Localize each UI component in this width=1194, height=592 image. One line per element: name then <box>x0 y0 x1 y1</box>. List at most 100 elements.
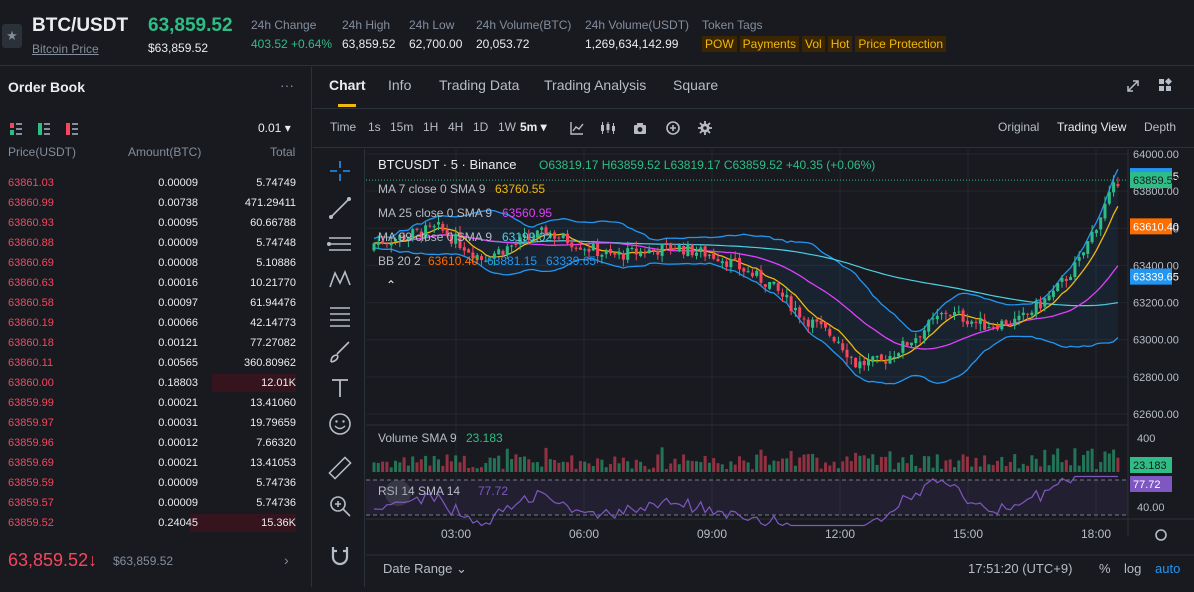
ask-row[interactable]: 63860.93 0.00095 60.66788 <box>0 213 312 233</box>
ask-row[interactable]: 63860.69 0.00008 5.10886 <box>0 253 312 273</box>
ask-amount: 0.00095 <box>158 217 198 229</box>
expand-icon[interactable] <box>1126 79 1140 93</box>
volume-bar <box>677 464 681 472</box>
candle-body <box>957 311 961 313</box>
tab-chart[interactable]: Chart <box>329 77 366 93</box>
market-header: ★ BTC/USDT Bitcoin Price 63,859.52 $63,8… <box>0 0 1194 66</box>
ask-row[interactable]: 63860.58 0.00097 61.94476 <box>0 293 312 313</box>
settings-gear-icon[interactable] <box>698 121 712 135</box>
volume-bar <box>1116 457 1120 472</box>
magnet-icon[interactable] <box>327 543 353 569</box>
view-original[interactable]: Original <box>998 120 1040 134</box>
ask-row[interactable]: 63860.00 0.18803 12.01K <box>0 373 312 393</box>
chart-tabs: Chart Info Trading Data Trading Analysis… <box>313 67 1194 109</box>
candle-body <box>836 341 840 343</box>
candle-body <box>389 243 393 246</box>
price-axis-tick: 63000.00 <box>1133 335 1179 347</box>
candle-body <box>394 238 397 242</box>
chart-clock: 17:51:20 (UTC+9) <box>968 561 1072 576</box>
ask-row[interactable]: 63859.57 0.00009 5.74736 <box>0 493 312 513</box>
layout-grid-icon[interactable] <box>1158 78 1172 92</box>
ask-row[interactable]: 63859.69 0.00021 13.41053 <box>0 453 312 473</box>
ask-row[interactable]: 63859.59 0.00009 5.74736 <box>0 473 312 493</box>
candle-body <box>918 336 922 338</box>
interval-select[interactable]: 5m ▾ <box>520 120 547 134</box>
horizontal-lines-icon[interactable] <box>327 231 353 257</box>
candle-body <box>566 233 569 244</box>
volume-bar <box>394 460 397 472</box>
tag-payments[interactable]: Payments <box>739 36 800 52</box>
volume-bar <box>514 454 518 472</box>
candle-body <box>381 241 385 244</box>
indicator-chart-icon[interactable] <box>570 121 584 135</box>
ask-amount: 0.00021 <box>158 457 198 469</box>
ask-row[interactable]: 63860.88 0.00009 5.74748 <box>0 233 312 253</box>
ask-row[interactable]: 63859.96 0.00012 7.66320 <box>0 433 312 453</box>
camera-icon[interactable] <box>633 121 647 135</box>
order-book-last-price[interactable]: 63,859.52↓ <box>8 550 97 571</box>
ruler-icon[interactable] <box>327 455 353 481</box>
favorite-star-icon[interactable]: ★ <box>2 24 22 48</box>
pattern-icon[interactable] <box>327 267 353 293</box>
pair-subtitle-link[interactable]: Bitcoin Price <box>32 42 99 56</box>
view-depth[interactable]: Depth <box>1144 120 1177 134</box>
tick-size-select[interactable]: 0.01 ▾ <box>258 121 291 135</box>
book-both-sides-icon[interactable] <box>10 123 22 135</box>
crosshair-icon[interactable] <box>327 158 353 184</box>
volume-bar <box>652 467 655 472</box>
price-chart[interactable]: BTCUSDT · 5 · Binance O63819.17 H63859.52… <box>362 149 1194 587</box>
ask-total: 5.10886 <box>256 257 296 269</box>
more-options-icon[interactable]: ··· <box>280 77 294 93</box>
order-book-title: Order Book <box>8 79 86 95</box>
emoji-icon[interactable] <box>327 411 353 437</box>
ask-row[interactable]: 63859.52 0.24045 15.36K <box>0 513 312 533</box>
ask-row[interactable]: 63861.03 0.00009 5.74749 <box>0 173 312 193</box>
fib-retracement-icon[interactable] <box>327 303 353 329</box>
interval-1d[interactable]: 1D <box>473 120 489 134</box>
ask-row[interactable]: 63859.99 0.00021 13.41060 <box>0 393 312 413</box>
ask-row[interactable]: 63860.11 0.00565 360.80962 <box>0 353 312 373</box>
ask-price: 63859.96 <box>8 437 54 449</box>
chevron-right-icon[interactable]: › <box>284 552 289 568</box>
zoom-in-icon[interactable] <box>327 493 353 519</box>
ask-row[interactable]: 63860.19 0.00066 42.14773 <box>0 313 312 333</box>
add-indicator-icon[interactable] <box>666 121 680 135</box>
tag-hot[interactable]: Hot <box>827 36 853 52</box>
volume-bar <box>849 461 853 472</box>
candle-body <box>1056 283 1060 292</box>
volume-bar <box>1013 454 1017 472</box>
chart-settings-icon[interactable] <box>1155 529 1167 541</box>
brush-icon[interactable] <box>327 339 353 365</box>
interval-15m[interactable]: 15m <box>390 120 414 134</box>
ask-row[interactable]: 63859.97 0.00031 19.79659 <box>0 413 312 433</box>
text-tool-icon[interactable] <box>327 375 353 401</box>
tag-pow[interactable]: POW <box>702 36 737 52</box>
interval-1s[interactable]: 1s <box>368 120 381 134</box>
interval-1w[interactable]: 1W <box>498 120 516 134</box>
candle-type-icon[interactable] <box>600 121 616 135</box>
candle-body <box>540 227 544 230</box>
tag-price-protection[interactable]: Price Protection <box>855 36 947 52</box>
candle-body <box>492 253 496 259</box>
pair-name[interactable]: BTC/USDT <box>32 15 129 36</box>
volume-bar <box>819 468 823 472</box>
interval-1h[interactable]: 1H <box>423 120 439 134</box>
ask-price: 63859.69 <box>8 457 54 469</box>
tag-vol[interactable]: Vol <box>802 36 825 52</box>
book-bids-only-icon[interactable] <box>38 123 50 135</box>
volume-bar <box>437 459 440 472</box>
volume-bar <box>673 458 677 472</box>
ask-row[interactable]: 63860.99 0.00738 471.29411 <box>0 193 312 213</box>
tab-trading-data[interactable]: Trading Data <box>439 77 520 93</box>
chart-area[interactable]: BTCUSDT · 5 · Binance O63819.17 H63859.52… <box>362 149 1194 587</box>
tab-square[interactable]: Square <box>673 77 719 93</box>
tab-info[interactable]: Info <box>388 77 412 93</box>
book-asks-only-icon[interactable] <box>66 123 78 135</box>
interval-4h[interactable]: 4H <box>448 120 464 134</box>
tab-trading-analysis[interactable]: Trading Analysis <box>544 77 647 93</box>
ask-row[interactable]: 63860.63 0.00016 10.21770 <box>0 273 312 293</box>
collapse-legend-icon[interactable]: ⌃ <box>386 278 396 292</box>
ask-row[interactable]: 63860.18 0.00121 77.27082 <box>0 333 312 353</box>
trend-line-icon[interactable] <box>327 195 353 221</box>
view-trading-view[interactable]: Trading View <box>1057 120 1127 134</box>
